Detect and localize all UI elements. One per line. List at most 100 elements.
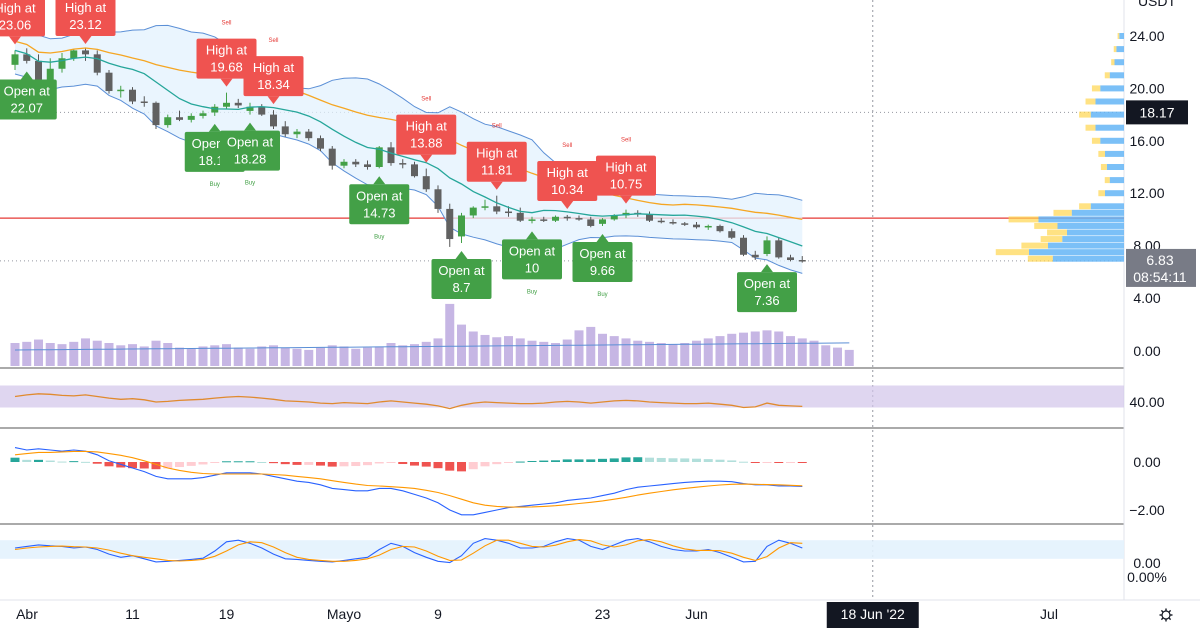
volume-bar bbox=[551, 343, 560, 366]
signal-label: High at bbox=[605, 160, 647, 175]
candle-body bbox=[35, 61, 42, 81]
signal-label: High at bbox=[547, 165, 589, 180]
signal-value: 10.75 bbox=[610, 177, 643, 192]
macd-histogram-bar bbox=[786, 462, 795, 463]
candle-body bbox=[399, 163, 406, 165]
macd-histogram-bar bbox=[622, 457, 631, 462]
price-tick-label: 16.00 bbox=[1129, 133, 1164, 149]
volume-bar bbox=[516, 338, 525, 366]
candle-body bbox=[211, 107, 218, 113]
reference-price-label: 18.17 bbox=[1139, 104, 1174, 120]
macd-histogram-bar bbox=[680, 458, 689, 462]
volume-bar bbox=[586, 327, 595, 366]
volume-bar bbox=[222, 344, 231, 366]
candle-body bbox=[482, 206, 489, 208]
volume-bar bbox=[716, 336, 725, 366]
macd-histogram-bar bbox=[387, 462, 396, 463]
volume-profile-bar bbox=[1096, 99, 1125, 105]
volume-profile-bar-value-area bbox=[1034, 223, 1057, 229]
candle-body bbox=[129, 90, 136, 102]
volume-bar bbox=[739, 333, 748, 366]
candle-body bbox=[94, 54, 101, 72]
sell-tag: Sell bbox=[562, 143, 572, 149]
macd-histogram-bar bbox=[422, 462, 431, 467]
signal-label: Open at bbox=[438, 263, 485, 278]
sell-tag: Sell bbox=[221, 21, 231, 27]
volume-bar bbox=[622, 338, 631, 366]
volume-bar bbox=[833, 348, 842, 366]
macd-histogram-bar bbox=[445, 462, 454, 471]
volume-bar bbox=[187, 349, 196, 366]
volume-bar bbox=[116, 345, 125, 366]
volume-bar bbox=[751, 332, 760, 367]
candle-body bbox=[106, 73, 113, 91]
volume-bar bbox=[645, 342, 654, 366]
candle-body bbox=[141, 102, 148, 104]
volume-bar bbox=[786, 336, 795, 366]
signal-label: Open at bbox=[579, 246, 626, 261]
sell-tag: Sell bbox=[621, 138, 631, 144]
volume-bar bbox=[93, 341, 102, 366]
macd-histogram-bar bbox=[269, 462, 278, 463]
volume-tick-label: 0.00 bbox=[1133, 343, 1160, 359]
macd-histogram-bar bbox=[140, 462, 149, 468]
signal-value: 19.68 bbox=[210, 60, 243, 75]
candle-body bbox=[787, 257, 794, 260]
volume-profile-bar-value-area bbox=[1041, 236, 1063, 242]
signal-label: Open at bbox=[744, 276, 791, 291]
macd-histogram-bar bbox=[575, 459, 584, 462]
candle-body bbox=[552, 217, 559, 221]
volume-bar bbox=[328, 345, 337, 366]
macd-histogram-bar bbox=[316, 462, 325, 466]
volume-profile-bar bbox=[1067, 230, 1124, 236]
gear-icon-tooth bbox=[1169, 618, 1170, 619]
candle-body bbox=[82, 50, 89, 54]
macd-histogram-bar bbox=[46, 461, 55, 462]
volume-profile-bar bbox=[1100, 85, 1124, 91]
volume-profile-bar-value-area bbox=[1098, 151, 1105, 157]
volume-bar bbox=[563, 340, 572, 366]
candle-body bbox=[764, 240, 771, 254]
candle-body bbox=[799, 260, 806, 262]
volume-profile-bar bbox=[1091, 203, 1124, 209]
volume-bar bbox=[46, 343, 55, 366]
volume-profile-bar-value-area bbox=[1092, 138, 1100, 144]
volume-bar bbox=[763, 330, 772, 366]
volume-bar bbox=[293, 349, 302, 366]
macd-histogram-bar bbox=[504, 462, 513, 463]
volume-bar bbox=[481, 335, 490, 366]
signal-label: High at bbox=[0, 0, 36, 15]
candle-body bbox=[117, 90, 124, 92]
candle-body bbox=[188, 116, 195, 120]
volume-bar bbox=[680, 343, 689, 366]
sell-tag: Sell bbox=[268, 38, 278, 44]
volume-bar bbox=[269, 345, 278, 366]
volume-bar bbox=[316, 348, 325, 366]
signal-value: 10.34 bbox=[551, 182, 584, 197]
macd-histogram-bar bbox=[281, 462, 290, 464]
candle-body bbox=[47, 69, 54, 81]
volume-profile-bar bbox=[1105, 190, 1124, 196]
candle-body bbox=[646, 214, 653, 221]
macd-histogram-bar bbox=[257, 462, 266, 463]
candle-body bbox=[529, 219, 536, 221]
macd-histogram-bar bbox=[457, 462, 466, 471]
candle-body bbox=[517, 213, 524, 221]
macd-histogram-bar bbox=[328, 462, 337, 467]
volume-profile-bar bbox=[1029, 249, 1124, 255]
candle-body bbox=[705, 226, 712, 228]
signal-value: 23.06 bbox=[0, 17, 31, 32]
candle-body bbox=[200, 113, 207, 116]
signal-value: 18.28 bbox=[234, 152, 267, 167]
volume-profile-bar-value-area bbox=[1047, 230, 1067, 236]
volume-bar bbox=[798, 338, 807, 366]
volume-profile-bar-value-area bbox=[1021, 243, 1048, 249]
price-tick-label: 4.00 bbox=[1133, 290, 1160, 306]
macd-histogram-bar bbox=[727, 460, 736, 462]
volume-bar bbox=[492, 337, 501, 366]
macd-histogram-bar bbox=[551, 460, 560, 462]
current-price-label: 6.83 bbox=[1146, 252, 1173, 268]
macd-histogram-bar bbox=[539, 461, 548, 462]
volume-profile-bar-value-area bbox=[1111, 59, 1114, 65]
signal-label: High at bbox=[406, 119, 448, 134]
